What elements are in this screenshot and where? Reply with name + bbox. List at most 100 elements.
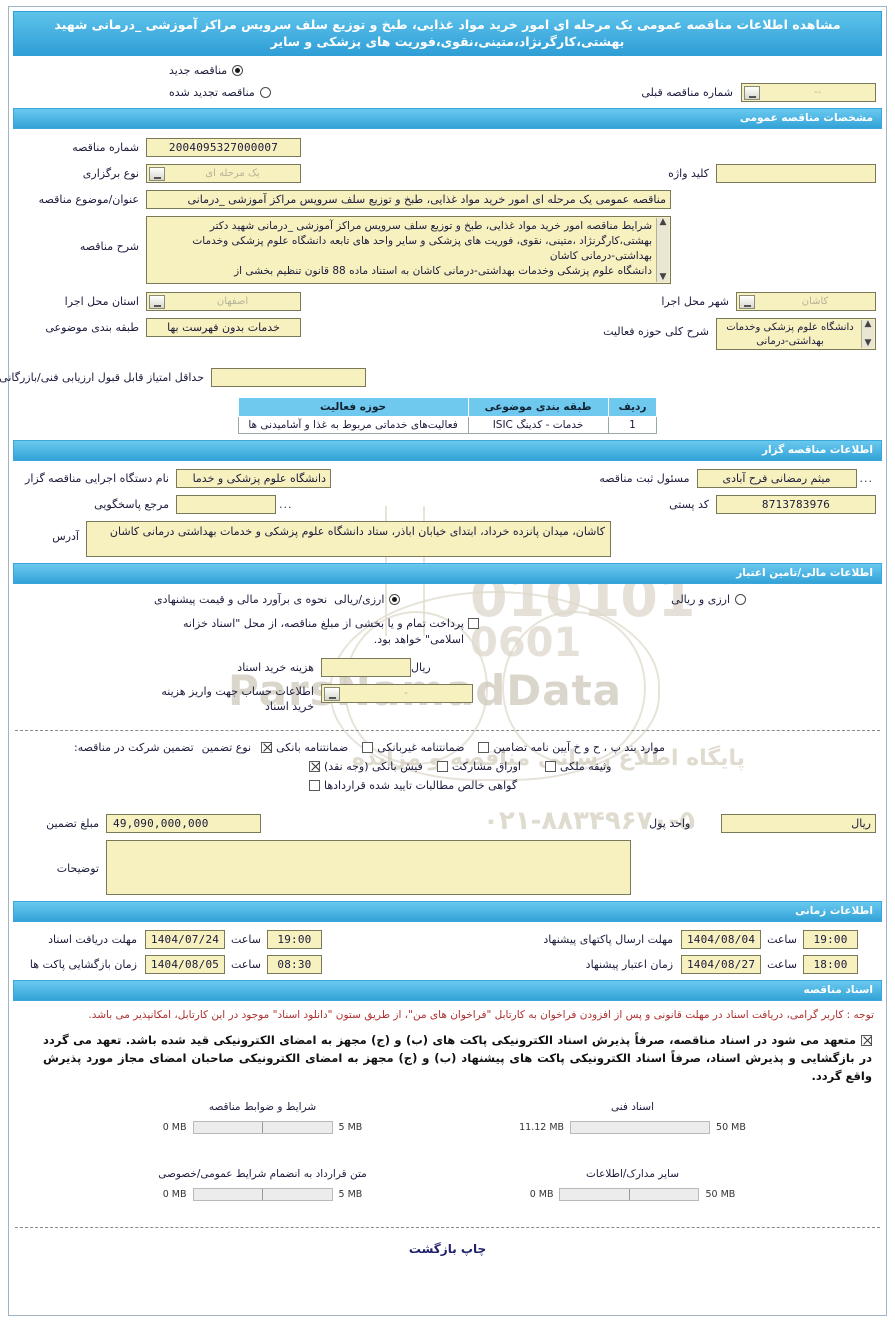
label-postal-code: کد پستی [669, 498, 709, 511]
upload-title-contract: متن قرارداد به انضمام شرایط عمومی/خصوصی [158, 1168, 367, 1180]
city-select[interactable]: کاشان [736, 292, 876, 311]
checkbox-guarantee-option-3[interactable] [478, 742, 490, 753]
upload-used-other: 0 MB [529, 1189, 554, 1200]
min-score-row: حداقل امتیاز قابل قبول ارزیابی فنی/بازرگ… [0, 368, 876, 387]
min-score-input[interactable] [211, 368, 366, 387]
radio-tender-new[interactable] [232, 65, 244, 76]
registrar-more-icon[interactable]: ... [859, 472, 873, 485]
checkbox-guarantee-option-1[interactable] [261, 742, 273, 753]
table-row: 1 خدمات - کدینگ ISIC فعالیت‌های خدماتی م… [237, 416, 658, 434]
classification-value[interactable]: خدمات بدون فهرست بها [146, 318, 301, 337]
radio-tender-renewed[interactable] [259, 87, 271, 98]
upload-progress-contract [192, 1188, 333, 1201]
upload-title-terms: شرایط و ضوابط مناقصه [208, 1101, 317, 1113]
agency-value[interactable]: دانشگاه علوم پزشکی و خدما [176, 469, 331, 488]
timing-time-3[interactable]: 08:30 [266, 955, 322, 974]
label-time-1: ساعت [231, 933, 261, 946]
label-time-2: ساعت [767, 933, 797, 946]
timing-time-2[interactable]: 19:00 [803, 930, 858, 949]
description-textarea[interactable]: ▲ ▼ شرایط مناقصه امور خرید مواد غذایی، طب… [146, 216, 671, 284]
responder-more-icon[interactable]: ... [279, 498, 293, 511]
checkbox-guarantee-option-5[interactable] [436, 761, 448, 772]
guarantee-amount-value[interactable]: 49,090,000,000 [106, 814, 261, 833]
label-previous-tender-number: شماره مناقصه قبلی [641, 86, 733, 99]
guarantee-notes-row: توضیحات [19, 840, 876, 895]
checkbox-guarantee-option-6[interactable] [545, 761, 556, 772]
timing-row-1: 19:00 ساعت 1404/08/04 مهلت ارسال پاکتهای… [19, 930, 876, 949]
upload-progress-terms [192, 1121, 333, 1134]
checkbox-commitment[interactable] [861, 1035, 872, 1046]
guarantee-options-row-2: وثیقه ملکی اوراق مشارکت فیش بانکی (وجه ن… [19, 760, 876, 773]
textarea-scrollbar[interactable]: ▲ ▼ [656, 218, 669, 282]
label-timing-4: زمان اعتبار پیشنهاد [585, 958, 674, 971]
holding-type-select[interactable]: یک مرحله ای [146, 164, 301, 183]
label-classification: طبقه بندی موضوعی [45, 321, 139, 334]
timing-row-2: 18:00 ساعت 1404/08/27 زمان اعتبار پیشنها… [19, 955, 876, 974]
timing-time-4[interactable]: 18:00 [803, 955, 858, 974]
label-doc-cost-currency: ریال [411, 661, 431, 674]
timing-date-2[interactable]: 1404/08/04 [681, 930, 762, 949]
account-info-value: - [404, 688, 408, 699]
radio-estimate-dual[interactable] [735, 594, 746, 605]
upload-cell-other: سایر مدارک/اطلاعات 0 MB 50 MB [508, 1168, 758, 1201]
label-estimate: نحوه ی برآورد مالی و قیمت پیشنهادی [154, 593, 328, 606]
checkbox-guarantee-option-4[interactable] [309, 761, 320, 772]
label-estimate-rial: ارزی/ریالی [334, 593, 385, 606]
province-select[interactable]: اصفهان [146, 292, 301, 311]
registrar-value[interactable]: میثم رمضانی فرح آبادی [696, 469, 857, 488]
label-responder: مرجع پاسخگویی [94, 498, 169, 511]
label-keyword: کلید واژه [668, 167, 709, 180]
checkbox-guarantee-option-7[interactable] [309, 780, 320, 791]
account-info-row: - اطلاعات حساب جهت واریز هزینه خرید اسنا… [19, 684, 876, 714]
upload-cell-terms: شرایط و ضوابط مناقصه 0 MB 5 MB [138, 1101, 388, 1134]
address-value[interactable]: کاشان، میدان پانزده خرداد، ابتدای خیابان… [86, 521, 611, 557]
label-min-score: حداقل امتیاز قابل قبول ارزیابی فنی/بازرگ… [0, 371, 204, 384]
guarantee-notes-textarea[interactable] [106, 840, 631, 895]
holding-type-row: کلید واژه یک مرحله ای نوع برگزاری [19, 164, 876, 183]
subject-row: مناقصه عمومی یک مرحله ای امور خرید مواد … [19, 190, 876, 209]
classification-row: ▲ ▼ دانشگاه علوم پزشکی وخدمات بهداشتی-درم… [19, 318, 876, 350]
upload-bar-contract: 0 MB 5 MB [138, 1188, 388, 1201]
isic-table: ردیف طبقه بندی موضوعی حوزه فعالیت 1 خدما… [237, 397, 658, 434]
upload-title-other: سایر مدارک/اطلاعات [586, 1168, 679, 1180]
col-classification: طبقه بندی موضوعی [467, 397, 609, 417]
checkbox-treasury-note[interactable] [468, 618, 479, 629]
checkbox-guarantee-option-2[interactable] [362, 742, 374, 753]
label-timing-3: زمان بازگشایی پاکت ها [29, 958, 137, 971]
previous-tender-number-select[interactable]: -- [741, 83, 876, 102]
commitment-text: متعهد می شود در اسناد مناقصه، صرفاً پذیر… [43, 1033, 872, 1083]
print-back-link[interactable]: چاپ بازگشت [408, 1242, 487, 1256]
postal-code-value[interactable]: 8713783976 [716, 495, 876, 514]
label-tender-number: شماره مناقصه [72, 141, 139, 154]
account-info-select[interactable]: - [321, 684, 473, 703]
treasury-row: پرداخت تمام و یا بخشی از مبلغ مناقصه، از… [19, 616, 876, 648]
activity-scope-value: دانشگاه علوم پزشکی وخدمات بهداشتی-درمانی [726, 322, 854, 347]
timing-time-1[interactable]: 19:00 [266, 930, 322, 949]
currency-unit-input[interactable] [721, 814, 876, 833]
label-activity-scope: شرح کلی حوزه فعالیت [603, 325, 709, 338]
agency-row: ... میثم رمضانی فرح آبادی مسئول ثبت مناق… [19, 469, 876, 488]
radio-estimate-rial[interactable] [389, 594, 401, 605]
label-guarantee-option-6: وثیقه ملکی [560, 760, 612, 773]
timing-date-4[interactable]: 1404/08/27 [681, 955, 762, 974]
timing-date-1[interactable]: 1404/07/24 [145, 930, 225, 949]
keyword-input[interactable] [716, 164, 876, 183]
guarantee-options-row-1: موارد بند پ ، ح و خ آیین نامه تضامین ضما… [19, 741, 876, 754]
textarea-scrollbar[interactable]: ▲ ▼ [861, 320, 874, 348]
responder-value[interactable] [176, 495, 276, 514]
previous-tender-number-value: -- [813, 87, 822, 98]
chevron-down-icon [739, 295, 755, 309]
label-tender-new: مناقصه جدید [169, 64, 228, 77]
label-timing-2: مهلت ارسال پاکتهای پیشنهاد [543, 933, 674, 946]
description-row: ▲ ▼ شرایط مناقصه امور خرید مواد غذایی، طب… [19, 216, 876, 284]
chevron-down-icon [149, 167, 165, 181]
upload-max-technical: 50 MB [716, 1122, 746, 1133]
timing-date-3[interactable]: 1404/08/05 [145, 955, 225, 974]
guarantee-amount-row: ریال واحد پول 49,090,000,000 مبلغ تضمین [19, 814, 876, 833]
label-province: استان محل اجرا [64, 295, 139, 308]
doc-cost-input[interactable] [321, 658, 411, 677]
subject-input[interactable]: مناقصه عمومی یک مرحله ای امور خرید مواد … [146, 190, 671, 209]
documents-notice: توجه : کاربر گرامی، دریافت اسناد در مهلت… [88, 1009, 874, 1021]
activity-scope-textarea[interactable]: ▲ ▼ دانشگاه علوم پزشکی وخدمات بهداشتی-درم… [716, 318, 876, 350]
divider-guarantee [15, 730, 880, 731]
